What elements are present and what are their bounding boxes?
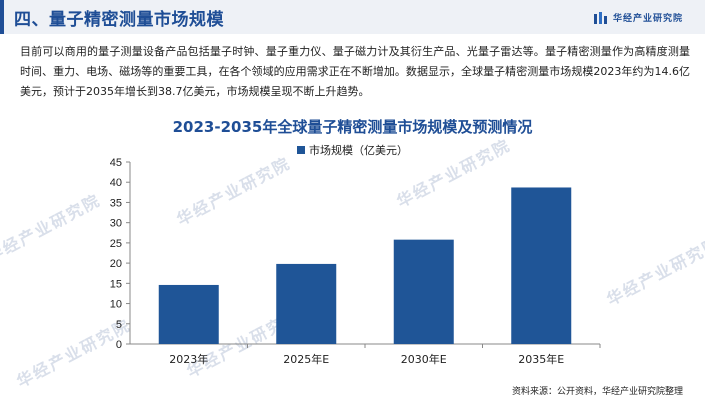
y-tick-label: 30 [110,218,122,230]
x-tick-label: 2023年 [169,352,208,366]
intro-paragraph: 目前可以商用的量子测量设备产品包括量子时钟、量子重力仪、量子磁力计及其衍生产品、… [20,45,690,98]
bar [158,284,219,344]
legend-swatch [297,146,305,154]
y-tick-label: 15 [110,278,122,290]
x-tick-label: 2035年E [518,352,564,366]
x-tick-label: 2025年E [283,352,329,366]
section-title: 四、量子精密测量市场规模 [14,10,224,30]
chart-title: 2023-2035年全球量子精密测量市场规模及预测情况 [172,118,533,136]
y-tick-label: 25 [110,238,122,250]
brand-name: 华经产业研究院 [612,14,683,24]
header-accent-bar [0,0,4,34]
source-note: 资料来源：公开资料，华经产业研究院整理 [511,387,683,397]
y-tick-label: 0 [116,339,122,351]
brand-logo-icon [593,11,607,24]
bar [393,239,454,344]
y-tick-label: 20 [110,258,122,270]
bar [511,187,572,344]
brand: 华经产业研究院 [593,11,683,24]
y-tick-label: 40 [110,177,122,189]
chart-legend: 市场规模（亿美元） [0,142,705,158]
bar [276,263,337,344]
section-header: 四、量子精密测量市场规模 华经产业研究院 [0,0,705,34]
x-tick-label: 2030年E [401,352,447,366]
legend-label: 市场规模（亿美元） [309,144,408,157]
y-tick-label: 10 [110,299,122,311]
y-tick-label: 5 [116,319,122,331]
y-tick-label: 45 [110,157,122,169]
y-tick-label: 35 [110,197,122,209]
